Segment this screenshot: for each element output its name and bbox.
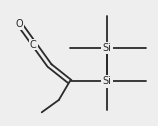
Text: Si: Si	[103, 76, 111, 86]
Text: O: O	[15, 19, 23, 29]
Text: Si: Si	[103, 43, 111, 53]
Text: C: C	[30, 40, 37, 50]
